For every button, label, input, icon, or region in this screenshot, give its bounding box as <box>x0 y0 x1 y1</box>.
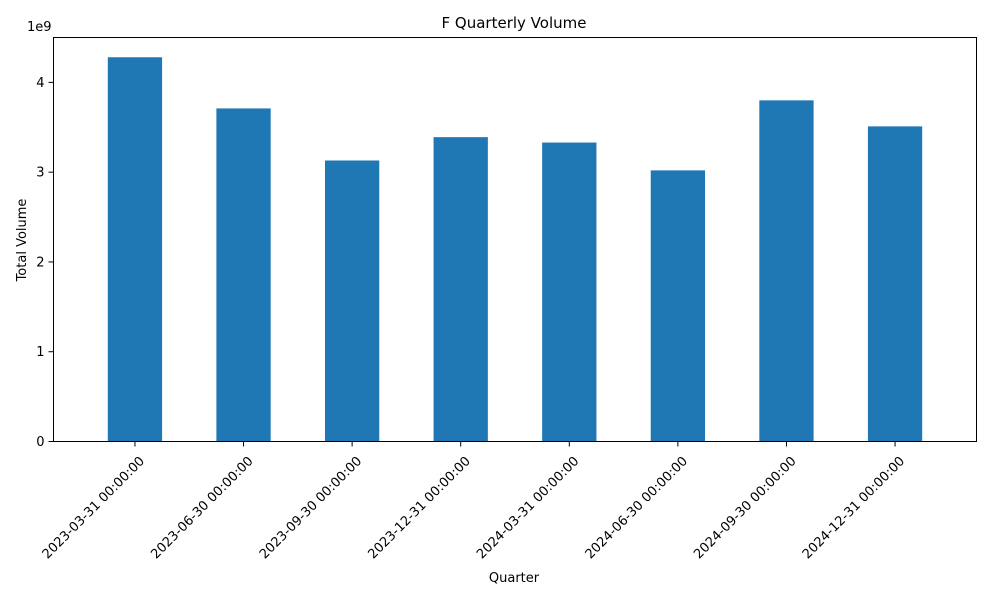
y-tick-label: 0 <box>36 435 44 450</box>
bar-2 <box>216 108 271 442</box>
x-tick-label: 2023-12-31 00:00:00 <box>366 454 474 562</box>
y-tick-label: 3 <box>36 166 44 181</box>
bar-4 <box>433 137 488 442</box>
x-tick-label: 2024-09-30 00:00:00 <box>691 454 799 562</box>
x-tick-label: 2023-09-30 00:00:00 <box>257 454 365 562</box>
x-tick-label: 2023-06-30 00:00:00 <box>148 454 256 562</box>
x-tick-label: 2023-03-31 00:00:00 <box>40 454 148 562</box>
bar-6 <box>650 170 706 442</box>
bars-group <box>107 57 923 442</box>
bar-1 <box>107 57 163 442</box>
x-axis-ticks: 2023-03-31 00:00:00 2023-06-30 00:00:00 20… <box>40 441 908 562</box>
x-tick-label: 2024-03-31 00:00:00 <box>474 454 582 562</box>
x-tick-label: 2024-12-31 00:00:00 <box>800 454 908 562</box>
x-axis-title: Quarter <box>489 571 540 586</box>
y-axis-title: Total Volume <box>15 199 30 283</box>
y-tick-label: 1 <box>36 345 44 360</box>
bar-8 <box>867 126 923 442</box>
x-tick-label: 2024-06-30 00:00:00 <box>583 454 691 562</box>
plot-frame <box>53 37 977 442</box>
bar-5 <box>542 142 597 442</box>
bar-3 <box>324 160 380 442</box>
y-tick-label: 4 <box>36 76 44 91</box>
bar-7 <box>759 100 814 442</box>
y-tick-label: 2 <box>36 255 44 270</box>
chart-title: F Quarterly Volume <box>442 14 587 32</box>
y-axis-ticks: 0 1 2 3 4 <box>36 76 54 450</box>
y-axis-offset-label: 1e9 <box>27 20 52 35</box>
